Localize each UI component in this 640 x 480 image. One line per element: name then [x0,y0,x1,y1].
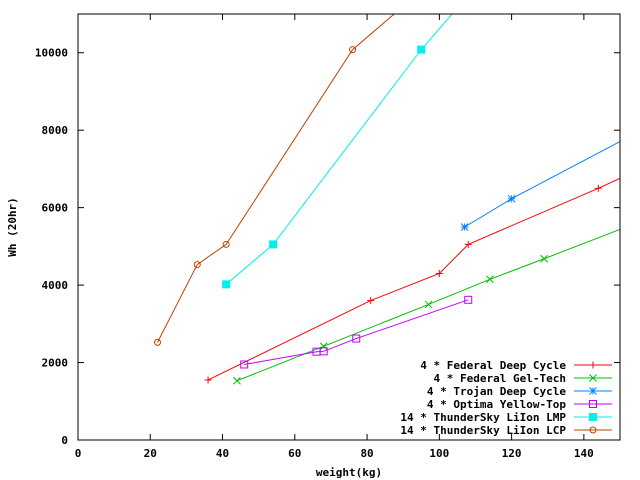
series-line [236,228,620,382]
x-tick-label: 0 [75,447,82,460]
data-point [435,269,443,277]
legend-item: 14 * ThunderSky LiIon LCP [400,424,612,437]
legend-item: 4 * Federal Deep Cycle [420,359,612,372]
legend-swatch-marker [589,413,597,421]
data-point [204,376,212,384]
y-tick-label: 8000 [42,124,69,137]
series-layer [153,14,620,385]
series-0 [204,177,620,384]
series-5 [153,14,395,346]
legend-label: 4 * Trojan Deep Cycle [427,385,566,398]
series-line [207,177,620,381]
data-point [424,300,433,309]
legend-swatch-marker [589,374,597,382]
series-line [244,299,469,365]
legend-item: 4 * Optima Yellow-Top [427,398,612,411]
legend-label: 4 * Optima Yellow-Top [427,398,566,411]
legend-swatch-marker [589,400,597,408]
data-point [319,347,328,356]
series-3 [240,295,473,369]
legend-label: 4 * Federal Deep Cycle [420,359,566,372]
series-line [225,14,453,285]
data-point [319,342,328,351]
series-1 [233,228,620,385]
legend-item: 4 * Trojan Deep Cycle [427,385,612,398]
data-point [486,275,494,284]
data-point [222,240,230,248]
data-point [594,184,602,192]
axis-layer: 0 20 40 60 80 100 120 140 0 2000 4000 6000 8000 10000 [35,14,620,460]
legend-swatch-marker [589,387,597,395]
x-tick-label: 20 [144,447,157,460]
y-tick-label: 0 [61,434,68,447]
series-line [464,140,620,228]
data-point [153,338,161,346]
x-tick-label: 40 [216,447,229,460]
series-2 [460,140,620,231]
x-tick-label: 120 [502,447,522,460]
data-point [464,295,473,304]
series-line [157,14,395,343]
data-point [417,45,426,54]
x-axis-label: weight(kg) [316,466,382,479]
series-4 [222,14,453,289]
data-point [233,376,241,385]
legend-label: 14 * ThunderSky LiIon LCP [400,424,566,437]
x-tick-label: 80 [360,447,373,460]
legend-label: 4 * Federal Gel-Tech [434,372,566,385]
data-point [349,46,357,54]
data-point [222,280,231,289]
data-point [367,297,375,305]
x-tick-label: 140 [574,447,594,460]
data-point [464,240,472,248]
legend-swatch-marker [589,361,597,369]
data-point [460,223,469,231]
data-point [540,254,548,263]
data-point [193,261,201,269]
x-tick-label: 60 [288,447,301,460]
data-point [240,360,249,369]
legend-item: 14 * ThunderSky LiIon LMP [400,411,612,424]
data-point [352,334,361,343]
data-point [507,194,516,203]
y-tick-label: 6000 [42,202,69,215]
y-tick-label: 10000 [35,47,68,60]
legend-label: 14 * ThunderSky LiIon LMP [400,411,566,424]
data-point [269,240,278,249]
y-axis-label: Wh (20hr) [6,197,19,257]
legend-swatch-marker [589,426,597,434]
y-tick-label: 4000 [42,279,69,292]
y-tick-label: 2000 [42,357,69,370]
x-tick-label: 100 [429,447,449,460]
legend-item: 4 * Federal Gel-Tech [434,372,612,385]
plot-frame [77,13,621,441]
